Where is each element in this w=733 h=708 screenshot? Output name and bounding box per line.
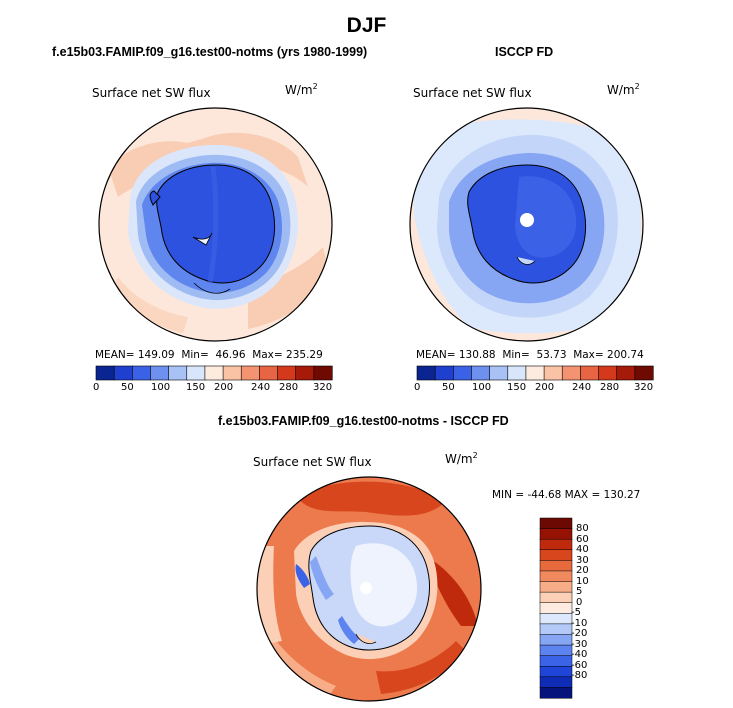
- diff-colorbar-swatch: [539, 549, 573, 561]
- model-colorbar-labels: 0 50 100 150 200 240 280 320: [93, 382, 333, 393]
- diff-colorbar-swatch: [539, 644, 573, 657]
- model-units-label: W/m2: [285, 82, 318, 97]
- diff-colorbar-swatch: [539, 602, 573, 614]
- diff-colorbar-swatch: [539, 613, 573, 625]
- diff-colorbar-swatch: [539, 517, 573, 530]
- obs-units-label: W/m2: [607, 82, 640, 97]
- diff-colorbar-swatch: [539, 687, 573, 699]
- diff-stats: MIN = -44.68 MAX = 130.27: [492, 489, 641, 501]
- obs-pole-hole: [520, 213, 534, 227]
- model-variable-label: Surface net SW flux: [92, 86, 211, 100]
- obs-colorbar: [416, 365, 654, 381]
- obs-stats: MEAN= 130.88 Min= 53.73 Max= 200.74: [416, 349, 644, 361]
- model-max-value: 235.29: [286, 349, 323, 361]
- model-stats: MEAN= 149.09 Min= 46.96 Max= 235.29: [95, 349, 323, 361]
- colorbar-swatch: [240, 365, 260, 381]
- diff-panel-title: f.e15b03.FAMIP.f09_g16.test00-notms - IS…: [218, 414, 509, 428]
- obs-variable-label: Surface net SW flux: [413, 86, 532, 100]
- obs-polar-map: [409, 107, 644, 342]
- diff-units-label: W/m2: [445, 451, 478, 466]
- obs-mean-value: 130.88: [458, 349, 496, 361]
- colorbar-swatch: [580, 365, 600, 381]
- obs-panel-title: ISCCP FD: [495, 45, 554, 59]
- diff-colorbar-swatch: [539, 538, 573, 551]
- colorbar-swatch: [434, 365, 454, 381]
- colorbar-swatch: [616, 365, 636, 381]
- colorbar-swatch: [204, 365, 224, 381]
- colorbar-swatch: [277, 365, 297, 381]
- colorbar-swatch: [634, 365, 654, 381]
- colorbar-swatch: [507, 365, 527, 381]
- obs-min-value: 53.73: [536, 349, 567, 361]
- model-min-value: 46.96: [215, 349, 246, 361]
- diff-colorbar-swatch: [539, 570, 573, 583]
- diff-colorbar-swatch: [539, 634, 573, 646]
- diff-variable-label: Surface net SW flux: [253, 455, 372, 469]
- obs-colorbar-labels: 0 50 100 150 200 240 280 320: [414, 382, 654, 393]
- colorbar-swatch: [598, 365, 618, 381]
- colorbar-swatch: [168, 365, 188, 381]
- colorbar-swatch: [543, 365, 563, 381]
- colorbar-swatch: [313, 365, 333, 381]
- colorbar-swatch: [295, 365, 315, 381]
- colorbar-swatch: [453, 365, 473, 381]
- diff-pole-hole: [360, 582, 372, 594]
- diff-colorbar-labels: 80 60 40 30 20 10 5 0 -5 -10 -20 -30 -40…: [571, 523, 589, 681]
- colorbar-swatch: [150, 365, 170, 381]
- colorbar-swatch: [186, 365, 206, 381]
- model-panel-title: f.e15b03.FAMIP.f09_g16.test00-notms (yrs…: [52, 45, 368, 59]
- diff-colorbar-swatch: [539, 676, 573, 688]
- colorbar-swatch: [95, 365, 115, 381]
- obs-max-value: 200.74: [607, 349, 644, 361]
- colorbar-swatch: [113, 365, 133, 381]
- colorbar-swatch: [489, 365, 509, 381]
- season-title: DJF: [346, 14, 387, 37]
- colorbar-swatch: [259, 365, 279, 381]
- diff-colorbar-swatch: [539, 591, 573, 604]
- colorbar-swatch: [561, 365, 581, 381]
- diff-colorbar-swatch: [539, 655, 573, 667]
- diff-colorbar-swatch: [539, 581, 573, 593]
- diff-colorbar-swatch: [539, 528, 573, 540]
- diff-colorbar: [539, 517, 573, 699]
- diff-colorbar-swatch: [539, 560, 573, 572]
- colorbar-swatch: [525, 365, 545, 381]
- colorbar-swatch: [416, 365, 436, 381]
- model-polar-map: [98, 107, 333, 342]
- colorbar-swatch: [222, 365, 242, 381]
- colorbar-swatch: [471, 365, 491, 381]
- diff-polar-map: [256, 476, 482, 702]
- model-colorbar: [95, 365, 333, 381]
- colorbar-swatch: [132, 365, 152, 381]
- diff-colorbar-swatch: [539, 665, 573, 678]
- diff-colorbar-swatch: [539, 623, 573, 636]
- model-mean-value: 149.09: [137, 349, 175, 361]
